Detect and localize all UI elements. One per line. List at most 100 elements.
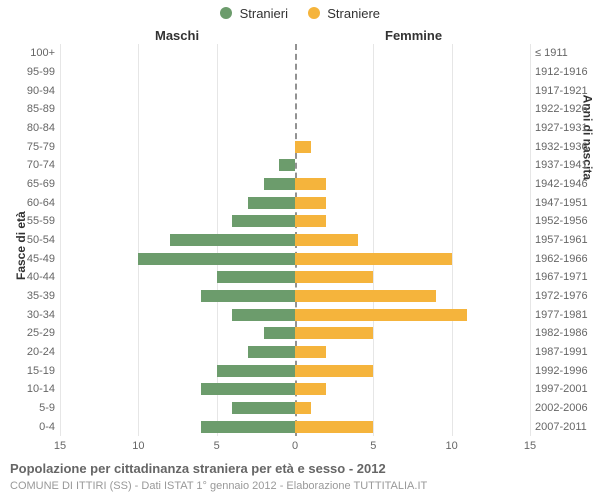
y-tick-label-birth: 1972-1976: [535, 288, 600, 304]
pyramid-row: [60, 100, 530, 119]
y-tick-label-age: 100+: [5, 45, 55, 61]
pyramid-row: [60, 137, 530, 156]
bar-female: [295, 253, 452, 265]
y-tick-label-age: 85-89: [5, 101, 55, 117]
bar-female: [295, 271, 373, 283]
y-tick-label-age: 35-39: [5, 288, 55, 304]
bar-female: [295, 141, 311, 153]
x-tick-label: 10: [123, 440, 153, 452]
y-tick-label-age: 75-79: [5, 139, 55, 155]
column-title-male: Maschi: [155, 28, 199, 43]
legend-swatch-female: [308, 7, 320, 19]
y-tick-label-birth: 1942-1946: [535, 176, 600, 192]
y-tick-label-age: 50-54: [5, 232, 55, 248]
legend-label-male: Stranieri: [240, 6, 288, 21]
bar-male: [217, 365, 295, 377]
pyramid-row: [60, 268, 530, 287]
y-tick-label-birth: 1952-1956: [535, 213, 600, 229]
y-tick-label-birth: 1982-1986: [535, 325, 600, 341]
pyramid-row: [60, 119, 530, 138]
pyramid-row: [60, 249, 530, 268]
chart-subtitle: COMUNE DI ITTIRI (SS) - Dati ISTAT 1° ge…: [10, 480, 427, 492]
x-tick-label: 5: [202, 440, 232, 452]
pyramid-row: [60, 399, 530, 418]
bar-male: [264, 178, 295, 190]
y-tick-label-age: 20-24: [5, 344, 55, 360]
bar-female: [295, 346, 326, 358]
y-tick-label-age: 15-19: [5, 363, 55, 379]
y-tick-label-birth: 2002-2006: [535, 400, 600, 416]
bar-male: [138, 253, 295, 265]
pyramid-row: [60, 287, 530, 306]
y-tick-label-birth: 1992-1996: [535, 363, 600, 379]
x-tick-label: 10: [437, 440, 467, 452]
bar-female: [295, 365, 373, 377]
bar-female: [295, 197, 326, 209]
bar-female: [295, 327, 373, 339]
bar-male: [170, 234, 295, 246]
y-tick-label-birth: 1987-1991: [535, 344, 600, 360]
bar-female: [295, 309, 467, 321]
bar-male: [232, 215, 295, 227]
x-tick-label: 5: [358, 440, 388, 452]
legend-swatch-male: [220, 7, 232, 19]
y-tick-label-age: 90-94: [5, 83, 55, 99]
y-tick-label-age: 0-4: [5, 419, 55, 435]
bar-female: [295, 383, 326, 395]
legend-item-female: Straniere: [308, 6, 380, 21]
bar-female: [295, 178, 326, 190]
y-tick-label-birth: 1932-1936: [535, 139, 600, 155]
bar-female: [295, 290, 436, 302]
pyramid-row: [60, 231, 530, 250]
bar-male: [248, 197, 295, 209]
bar-male: [201, 421, 295, 433]
y-tick-label-birth: 1947-1951: [535, 195, 600, 211]
legend-label-female: Straniere: [327, 6, 380, 21]
legend-item-male: Stranieri: [220, 6, 288, 21]
pyramid-row: [60, 81, 530, 100]
x-tick-label: 15: [45, 440, 75, 452]
bar-male: [232, 402, 295, 414]
y-tick-label-birth: 1912-1916: [535, 64, 600, 80]
pyramid-row: [60, 380, 530, 399]
y-tick-label-age: 5-9: [5, 400, 55, 416]
plot-area: [60, 44, 530, 436]
y-tick-label-age: 25-29: [5, 325, 55, 341]
bar-male: [279, 159, 295, 171]
y-tick-label-birth: 1927-1931: [535, 120, 600, 136]
pyramid-row: [60, 212, 530, 231]
pyramid-row: [60, 175, 530, 194]
y-tick-label-birth: ≤ 1911: [535, 45, 600, 61]
y-tick-label-birth: 1922-1926: [535, 101, 600, 117]
bar-female: [295, 234, 358, 246]
grid-line: [530, 44, 531, 436]
y-tick-label-age: 55-59: [5, 213, 55, 229]
y-tick-label-age: 45-49: [5, 251, 55, 267]
bar-male: [264, 327, 295, 339]
pyramid-row: [60, 44, 530, 63]
y-tick-label-birth: 1957-1961: [535, 232, 600, 248]
y-tick-label-birth: 1937-1941: [535, 157, 600, 173]
pyramid-row: [60, 361, 530, 380]
pyramid-row: [60, 63, 530, 82]
bar-male: [201, 383, 295, 395]
pyramid-row: [60, 343, 530, 362]
pyramid-row: [60, 305, 530, 324]
y-tick-label-age: 65-69: [5, 176, 55, 192]
y-tick-label-age: 80-84: [5, 120, 55, 136]
pyramid-row: [60, 193, 530, 212]
y-tick-label-age: 10-14: [5, 381, 55, 397]
bar-male: [217, 271, 295, 283]
pyramid-row: [60, 417, 530, 436]
y-tick-label-birth: 1967-1971: [535, 269, 600, 285]
y-tick-label-age: 60-64: [5, 195, 55, 211]
chart-legend: Stranieri Straniere: [0, 6, 600, 21]
x-tick-label: 15: [515, 440, 545, 452]
bar-male: [248, 346, 295, 358]
bar-female: [295, 402, 311, 414]
pyramid-row: [60, 324, 530, 343]
column-title-female: Femmine: [385, 28, 442, 43]
y-tick-label-age: 95-99: [5, 64, 55, 80]
chart-title: Popolazione per cittadinanza straniera p…: [10, 461, 386, 476]
y-tick-label-age: 70-74: [5, 157, 55, 173]
